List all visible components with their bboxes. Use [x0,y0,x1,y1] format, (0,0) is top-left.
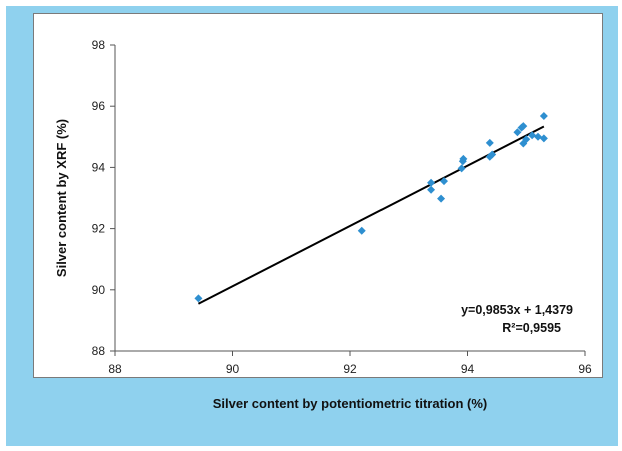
y-axis-title: Silver content by XRF (%) [54,119,69,277]
regression-equation: y=0,9853x + 1,4379 [461,303,573,317]
y-axis-ticks: 88 90 92 94 96 98 [92,38,115,358]
x-tick-label: 94 [461,362,475,376]
data-points [194,111,548,303]
data-point [539,111,548,120]
y-tick-label: 94 [92,160,106,174]
data-point [522,135,531,144]
data-point [539,134,548,143]
y-tick-label: 88 [92,344,106,358]
x-tick-label: 88 [108,362,122,376]
x-tick-label: 90 [226,362,240,376]
x-axis-ticks: 88 90 92 94 96 [108,351,592,376]
data-point [459,154,468,163]
data-point [357,226,366,235]
data-point [427,178,436,187]
data-point [457,164,466,173]
chart-panel [33,13,603,378]
data-point [194,294,203,303]
trendline-group [197,125,545,305]
data-point [427,185,436,194]
data-point [513,128,522,137]
data-point [488,150,497,159]
x-tick-label: 92 [343,362,357,376]
x-tick-label: 96 [578,362,592,376]
trendline [197,125,545,305]
data-point [519,122,528,131]
data-point [528,131,537,140]
y-tick-label: 90 [92,283,106,297]
data-point [437,194,446,203]
x-axis-title: Silver content by potentiometric titrati… [213,396,487,411]
data-point [534,132,542,141]
y-tick-label: 92 [92,222,106,236]
data-point [485,138,494,147]
y-tick-label: 98 [92,38,106,52]
y-tick-label: 96 [92,99,106,113]
r-squared-label: R²=0,9595 [502,321,561,335]
data-point [440,177,448,186]
